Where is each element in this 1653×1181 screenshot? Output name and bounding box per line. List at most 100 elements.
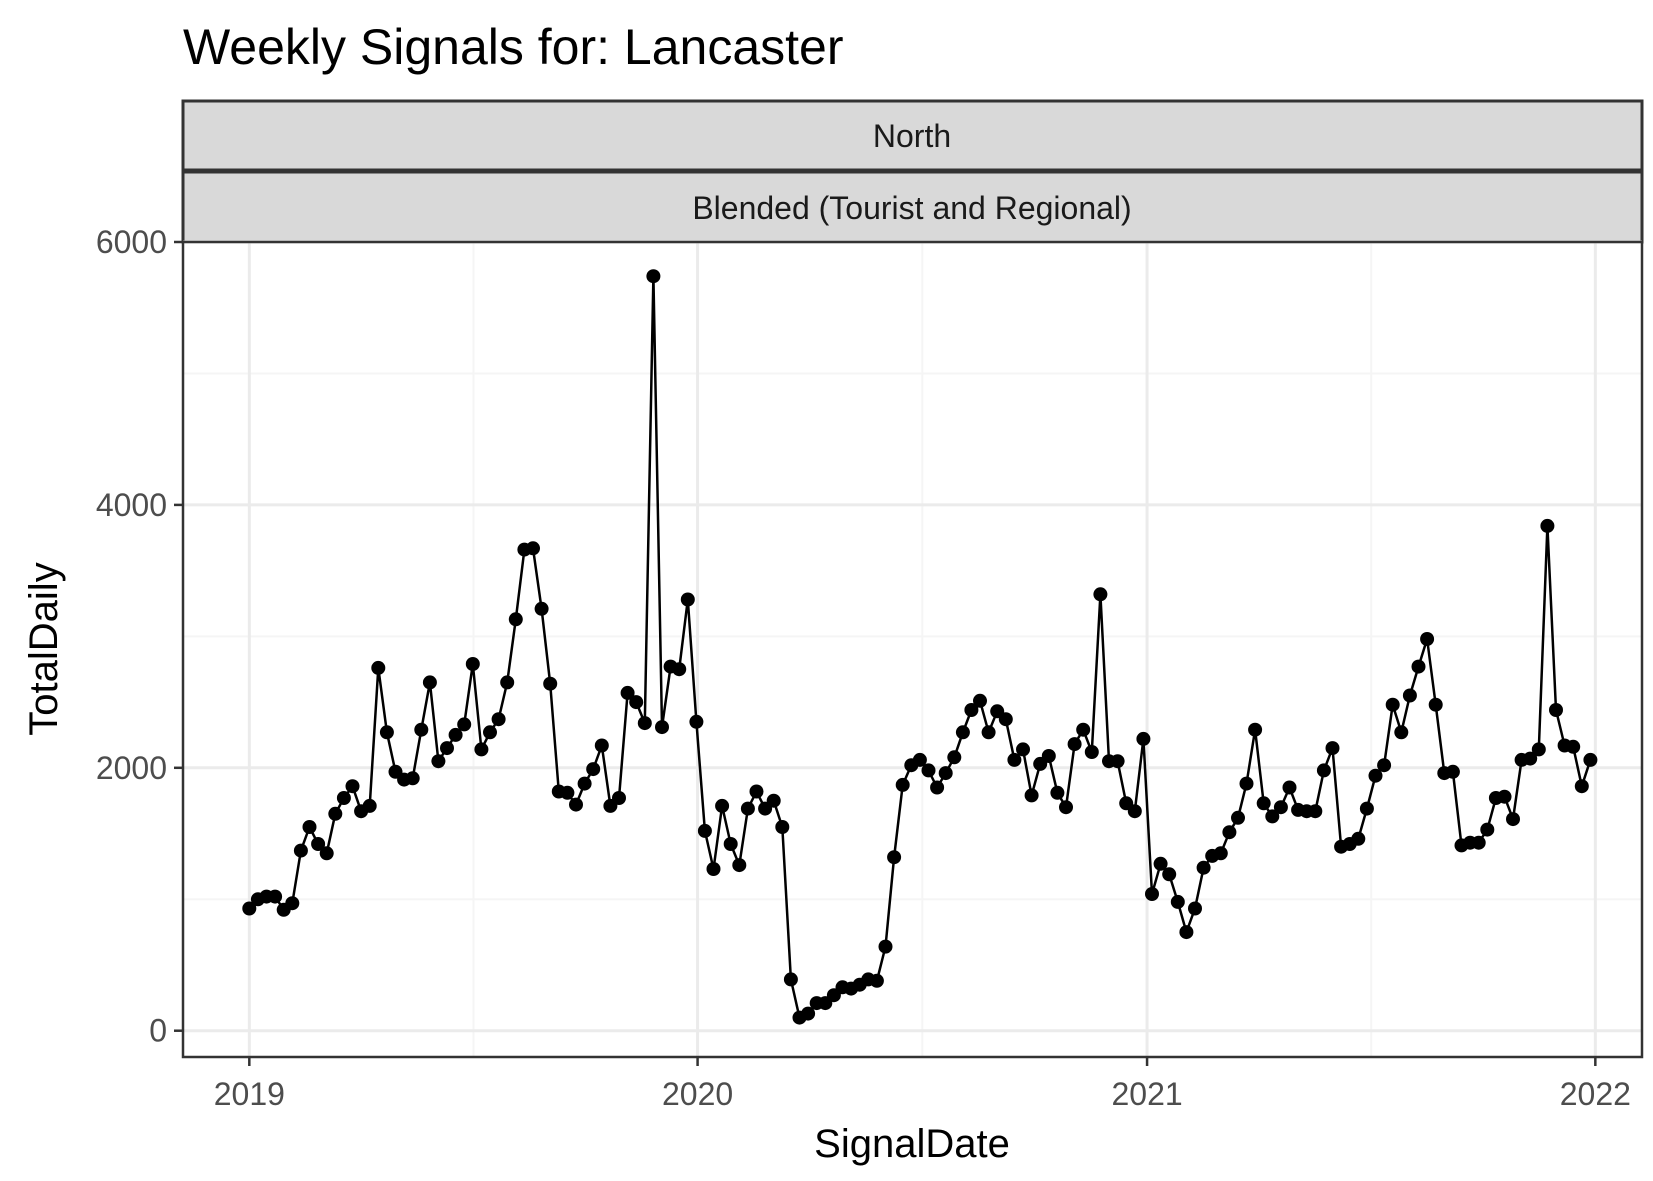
data-point (534, 601, 549, 616)
y-tick-label: 0 (149, 1013, 167, 1049)
x-tick-label: 2020 (662, 1076, 733, 1112)
data-point (612, 791, 626, 805)
data-point (311, 837, 326, 851)
data-point (1127, 804, 1142, 819)
y-tick-label: 6000 (96, 224, 167, 260)
data-point (766, 793, 781, 808)
data-point (379, 725, 394, 740)
data-point (1050, 785, 1065, 800)
data-point (973, 693, 987, 708)
data-point (1497, 789, 1512, 804)
data-point (1059, 800, 1073, 815)
data-point (1162, 867, 1177, 882)
data-point (655, 720, 669, 735)
data-point (319, 846, 334, 861)
data-point (1316, 763, 1331, 778)
y-tick-label: 2000 (96, 750, 167, 786)
x-tick-label: 2019 (214, 1076, 285, 1112)
data-point (1067, 737, 1082, 752)
data-point (1188, 901, 1202, 916)
data-point (1282, 780, 1297, 795)
data-point (457, 717, 472, 732)
grid-minor (183, 242, 1642, 1057)
data-point (586, 762, 601, 777)
data-point (560, 785, 575, 800)
data-point (1325, 741, 1340, 756)
data-point (1549, 703, 1563, 717)
data-point (371, 660, 386, 675)
data-point (689, 714, 704, 729)
data-point (500, 675, 515, 690)
data-point (285, 896, 300, 911)
data-point (912, 752, 927, 767)
data-point (422, 675, 437, 690)
data-point (1471, 835, 1486, 850)
data-point (1076, 722, 1091, 737)
data-point (1566, 739, 1581, 754)
data-point (706, 862, 721, 876)
data-point (1179, 925, 1194, 940)
data-point (732, 858, 747, 873)
data-point (947, 750, 962, 765)
data-point (723, 837, 738, 851)
data-point (1248, 722, 1263, 737)
data-point (775, 820, 790, 834)
data-point (1506, 812, 1520, 827)
data-point (869, 973, 884, 988)
data-point (1351, 831, 1366, 846)
data-point (1110, 754, 1125, 769)
y-axis: 0 2000 4000 6000 (96, 224, 183, 1049)
data-point (362, 798, 377, 813)
x-tick-label: 2021 (1111, 1076, 1182, 1112)
data-point (1377, 758, 1392, 773)
data-point (1213, 846, 1228, 861)
y-tick-label: 4000 (96, 487, 167, 523)
data-point (955, 725, 970, 740)
data-point (981, 725, 996, 740)
data-point (448, 727, 463, 742)
data-point (1136, 731, 1151, 746)
data-point (1007, 752, 1022, 767)
data-point (1256, 796, 1271, 811)
data-point (1093, 587, 1108, 602)
data-point (783, 972, 798, 987)
data-point (336, 791, 351, 805)
data-point (268, 889, 283, 904)
data-point (921, 763, 936, 778)
data-point (1480, 822, 1495, 837)
data-point (543, 676, 558, 691)
plot-panel (183, 242, 1642, 1057)
data-point (1308, 804, 1323, 819)
data-point (697, 823, 712, 838)
facet-strip-region (181, 99, 1644, 172)
x-axis: 2019 2020 2021 2022 (214, 1057, 1631, 1112)
data-point (1531, 742, 1546, 757)
data-point (345, 779, 360, 794)
data-point (887, 850, 902, 865)
data-point (526, 541, 540, 556)
data-point (1411, 659, 1426, 674)
data-point (1153, 856, 1168, 871)
data-point (1231, 810, 1245, 825)
data-point (1523, 751, 1538, 766)
data-point (1385, 697, 1400, 712)
data-point (1445, 764, 1460, 779)
data-point (1540, 518, 1555, 533)
x-tick-label: 2022 (1560, 1076, 1631, 1112)
data-point (878, 939, 893, 954)
data-point (1170, 894, 1185, 909)
data-point (672, 662, 687, 677)
data-point (440, 741, 454, 756)
facet-strip-type (181, 170, 1644, 244)
data-point (1273, 800, 1288, 815)
data-point (938, 766, 953, 781)
data-point (491, 712, 506, 727)
data-point (1016, 742, 1030, 757)
data-point (1583, 752, 1598, 767)
series-layer (242, 269, 1598, 1025)
data-point (474, 742, 489, 757)
data-point (465, 657, 480, 671)
data-point (293, 843, 308, 858)
data-point (964, 703, 979, 717)
